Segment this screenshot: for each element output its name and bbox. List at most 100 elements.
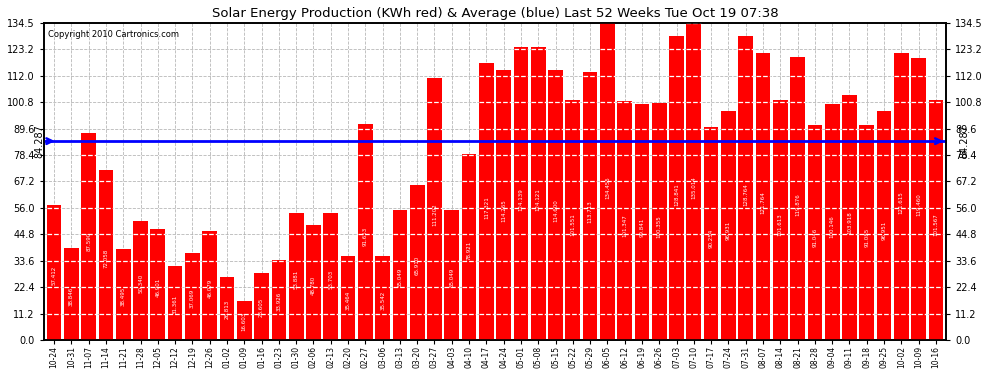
Bar (894, 53, 909, 340)
Bar (911, 58, 926, 340)
Bar (790, 57, 805, 340)
Text: 87.590: 87.590 (86, 231, 91, 251)
Bar (167, 266, 182, 340)
Text: 101.567: 101.567 (934, 214, 939, 237)
Text: 117.321: 117.321 (484, 196, 489, 219)
Bar (324, 213, 339, 340)
Text: 46.901: 46.901 (155, 278, 160, 297)
Bar (150, 230, 165, 340)
Bar (64, 249, 79, 340)
Bar (842, 95, 856, 340)
Bar (565, 100, 580, 340)
Text: 84.287: 84.287 (960, 124, 970, 158)
Bar (393, 210, 407, 340)
Bar (825, 104, 840, 340)
Text: 72.058: 72.058 (104, 249, 109, 268)
Bar (739, 36, 753, 340)
Bar (185, 253, 200, 340)
Bar (341, 256, 355, 340)
Text: 91.046: 91.046 (813, 227, 818, 247)
Text: 134.455: 134.455 (605, 176, 610, 199)
Text: 96.951: 96.951 (881, 220, 886, 240)
Bar (289, 213, 304, 340)
Text: 31.361: 31.361 (172, 295, 177, 314)
Bar (496, 70, 511, 340)
Bar (271, 260, 286, 340)
Bar (618, 101, 632, 340)
Bar (306, 225, 321, 340)
Text: 55.049: 55.049 (449, 268, 454, 288)
Bar (81, 134, 96, 340)
Text: 57.412: 57.412 (51, 266, 56, 285)
Bar (254, 273, 269, 340)
Text: 96.931: 96.931 (726, 221, 731, 240)
Text: 128.764: 128.764 (743, 183, 748, 206)
Text: 46.079: 46.079 (207, 278, 212, 298)
Bar (808, 125, 823, 340)
Text: 121.615: 121.615 (899, 191, 904, 214)
Text: 55.049: 55.049 (397, 268, 402, 288)
Bar (427, 78, 442, 340)
Text: 124.139: 124.139 (519, 188, 524, 211)
Bar (134, 221, 148, 340)
Text: 128.841: 128.841 (674, 183, 679, 206)
Text: 16.603: 16.603 (242, 312, 247, 331)
Bar (116, 249, 131, 340)
Text: 119.460: 119.460 (916, 194, 921, 216)
Bar (220, 277, 235, 340)
Text: 90.254: 90.254 (709, 228, 714, 248)
Text: 35.464: 35.464 (346, 290, 350, 310)
Bar (704, 127, 719, 340)
Text: 100.355: 100.355 (656, 215, 661, 238)
Bar (600, 22, 615, 340)
Text: 121.764: 121.764 (760, 191, 765, 213)
Text: 33.926: 33.926 (276, 292, 281, 311)
Bar (375, 256, 390, 340)
Bar (445, 210, 459, 340)
Text: 99.841: 99.841 (640, 217, 644, 237)
Text: 84.287: 84.287 (35, 124, 45, 158)
Bar (531, 47, 545, 340)
Text: 114.600: 114.600 (553, 199, 558, 222)
Text: 91.653: 91.653 (362, 227, 368, 246)
Text: 50.340: 50.340 (138, 273, 143, 293)
Text: 35.542: 35.542 (380, 290, 385, 310)
Bar (358, 124, 372, 340)
Text: 38.495: 38.495 (121, 287, 126, 306)
Text: 103.918: 103.918 (847, 211, 852, 234)
Bar (755, 53, 770, 340)
Bar (237, 301, 251, 340)
Text: 91.085: 91.085 (864, 227, 869, 247)
Bar (461, 154, 476, 340)
Text: 37.069: 37.069 (190, 289, 195, 308)
Bar (479, 63, 494, 340)
Bar (669, 36, 684, 340)
Text: 26.813: 26.813 (225, 300, 230, 320)
Bar (410, 184, 425, 340)
Text: 48.780: 48.780 (311, 275, 316, 294)
Bar (877, 111, 891, 340)
Bar (514, 47, 529, 340)
Text: 53.703: 53.703 (329, 270, 334, 289)
Bar (929, 100, 943, 340)
Text: Copyright 2010 Cartronics.com: Copyright 2010 Cartronics.com (49, 30, 179, 39)
Bar (773, 100, 788, 340)
Text: 53.881: 53.881 (294, 270, 299, 289)
Text: 65.910: 65.910 (415, 256, 420, 275)
Title: Solar Energy Production (KWh red) & Average (blue) Last 52 Weeks Tue Oct 19 07:3: Solar Energy Production (KWh red) & Aver… (212, 7, 778, 20)
Text: 78.921: 78.921 (466, 241, 471, 260)
Bar (651, 103, 666, 340)
Bar (721, 111, 736, 340)
Text: 28.605: 28.605 (259, 298, 264, 318)
Text: 114.265: 114.265 (501, 199, 506, 222)
Text: 100.146: 100.146 (830, 215, 835, 238)
Bar (202, 231, 217, 340)
Bar (686, 21, 701, 340)
Text: 101.551: 101.551 (570, 214, 575, 237)
Text: 113.713: 113.713 (588, 200, 593, 223)
Bar (859, 125, 874, 340)
Bar (583, 72, 597, 340)
Text: 101.613: 101.613 (778, 214, 783, 236)
Text: 38.846: 38.846 (69, 286, 74, 306)
Bar (635, 104, 649, 340)
